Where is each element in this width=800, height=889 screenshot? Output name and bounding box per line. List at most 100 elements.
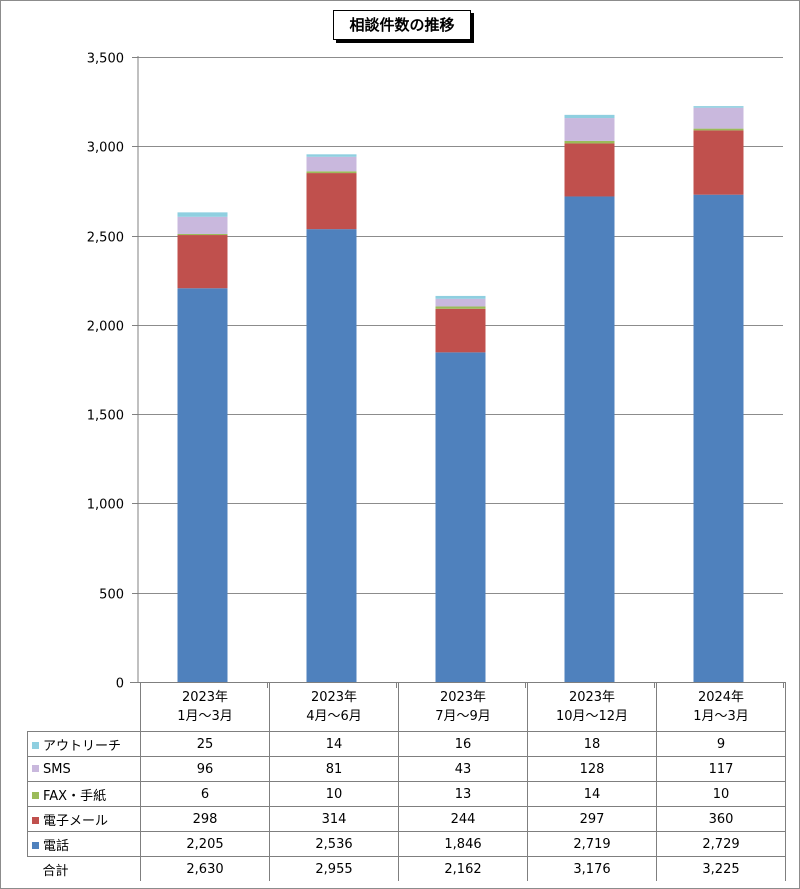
data-cell: 117 [656,756,786,782]
bar-segment [177,288,228,682]
bar-segment [435,298,486,307]
data-cell: 2,729 [656,831,786,857]
category-header: 2023年 7月～9月 [398,682,528,732]
data-cell: 9 [656,731,786,757]
total-cell: 2,955 [269,856,399,881]
data-cell: 2,205 [140,831,270,857]
data-cell: 10 [656,781,786,807]
legend-label: 電子メール [43,813,109,829]
data-cell: 18 [527,731,657,757]
bar-segment [306,229,357,682]
category-header: 2024年 1月～3月 [656,682,786,732]
bar-segment [693,107,744,129]
y-tick-label: 1,500 [87,409,124,424]
bar-segment [693,106,744,108]
data-cell: 244 [398,806,528,832]
legend-entry-phone: 電話 [27,831,141,857]
category-header: 2023年 4月～6月 [269,682,399,732]
data-cell: 6 [140,781,270,807]
category-period: 1月～3月 [177,709,233,724]
data-cell: 14 [269,731,399,757]
y-tick-label: 2,000 [87,320,124,335]
category-year: 2023年 [568,690,616,705]
y-tick-label: 1,000 [87,498,124,513]
y-tick-label: 2,500 [87,231,124,246]
legend-label: SMS [43,761,71,777]
bar-segment [564,196,615,682]
data-cell: 10 [269,781,399,807]
legend-label: アウトリーチ [43,738,122,754]
total-cell: 3,225 [656,856,786,881]
table-row-email: 電子メール 298 314 244 297 360 [27,806,786,832]
bar-segment [435,306,486,309]
data-cell: 25 [140,731,270,757]
legend-label: 電話 [43,838,70,854]
data-cell: 1,846 [398,831,528,857]
legend-label: FAX・手紙 [43,788,107,804]
category-year: 2023年 [439,690,487,705]
data-cell: 297 [527,806,657,832]
legend-entry-outreach: アウトリーチ [27,731,141,757]
category-year: 2023年 [310,690,358,705]
data-cell: 128 [527,756,657,782]
table-row-sms: SMS 96 81 43 128 117 [27,756,786,782]
bar-segment [435,295,486,299]
category-year: 2024年 [697,690,745,705]
category-period: 10月～12月 [555,709,629,724]
legend-swatch-outreach [32,741,39,749]
data-cell: 360 [656,806,786,832]
data-cell: 96 [140,756,270,782]
legend-entry-sms: SMS [27,756,141,782]
legend-swatch-email [32,816,39,824]
table-row-phone: 電話 2,205 2,536 1,846 2,719 2,729 [27,831,786,857]
data-cell: 14 [527,781,657,807]
bar-segment [564,118,615,141]
category-year: 2023年 [181,690,229,705]
table-row-fax: FAX・手紙 6 10 13 14 10 [27,781,786,807]
data-table: 2023年 1月～3月 2023年 4月～6月 2023年 7月～9月 2023年 10… [27,682,786,881]
category-header: 2023年 1月～3月 [140,682,270,732]
legend-swatch-sms [32,764,39,772]
bar-segment [177,235,228,289]
data-cell: 298 [140,806,270,832]
bar-segment [306,156,357,172]
table-row-outreach: アウトリーチ 25 14 16 18 9 [27,731,786,757]
bar-segment [693,130,744,195]
category-period: 4月～6月 [306,709,362,724]
bar-segment [177,233,228,236]
bar-segment [693,194,744,682]
total-cell: 2,630 [140,856,270,881]
bar-segment [306,171,357,174]
data-cell: 314 [269,806,399,832]
bar-segment [177,212,228,217]
bar-segment [306,173,357,230]
bar-segment [435,308,486,353]
category-period: 7月～9月 [435,709,491,724]
y-tick-label: 3,000 [87,141,124,156]
total-cell: 2,162 [398,856,528,881]
table-row-total: 合計 2,630 2,955 2,162 3,176 3,225 [27,856,786,881]
chart-title: 相談件数の推移 [333,10,471,40]
data-cell: 16 [398,731,528,757]
bar-segment [693,128,744,131]
legend-entry-fax: FAX・手紙 [27,781,141,807]
bar-segment [177,216,228,234]
category-header: 2023年 10月～12月 [527,682,657,732]
data-cell: 81 [269,756,399,782]
legend-swatch-fax [32,791,39,799]
data-cell: 2,719 [527,831,657,857]
data-cell: 2,536 [269,831,399,857]
data-cell: 13 [398,781,528,807]
bar-segment [435,352,486,682]
bar-segment [564,114,615,119]
total-cell: 3,176 [527,856,657,881]
y-tick-label: 3,500 [87,52,124,67]
y-tick-label: 500 [99,588,124,603]
bar-segment [564,140,615,144]
bar-segment [564,143,615,197]
category-period: 1月～3月 [693,709,749,724]
bar-segment [306,154,357,157]
legend-swatch-phone [32,841,39,849]
total-label: 合計 [27,856,141,881]
